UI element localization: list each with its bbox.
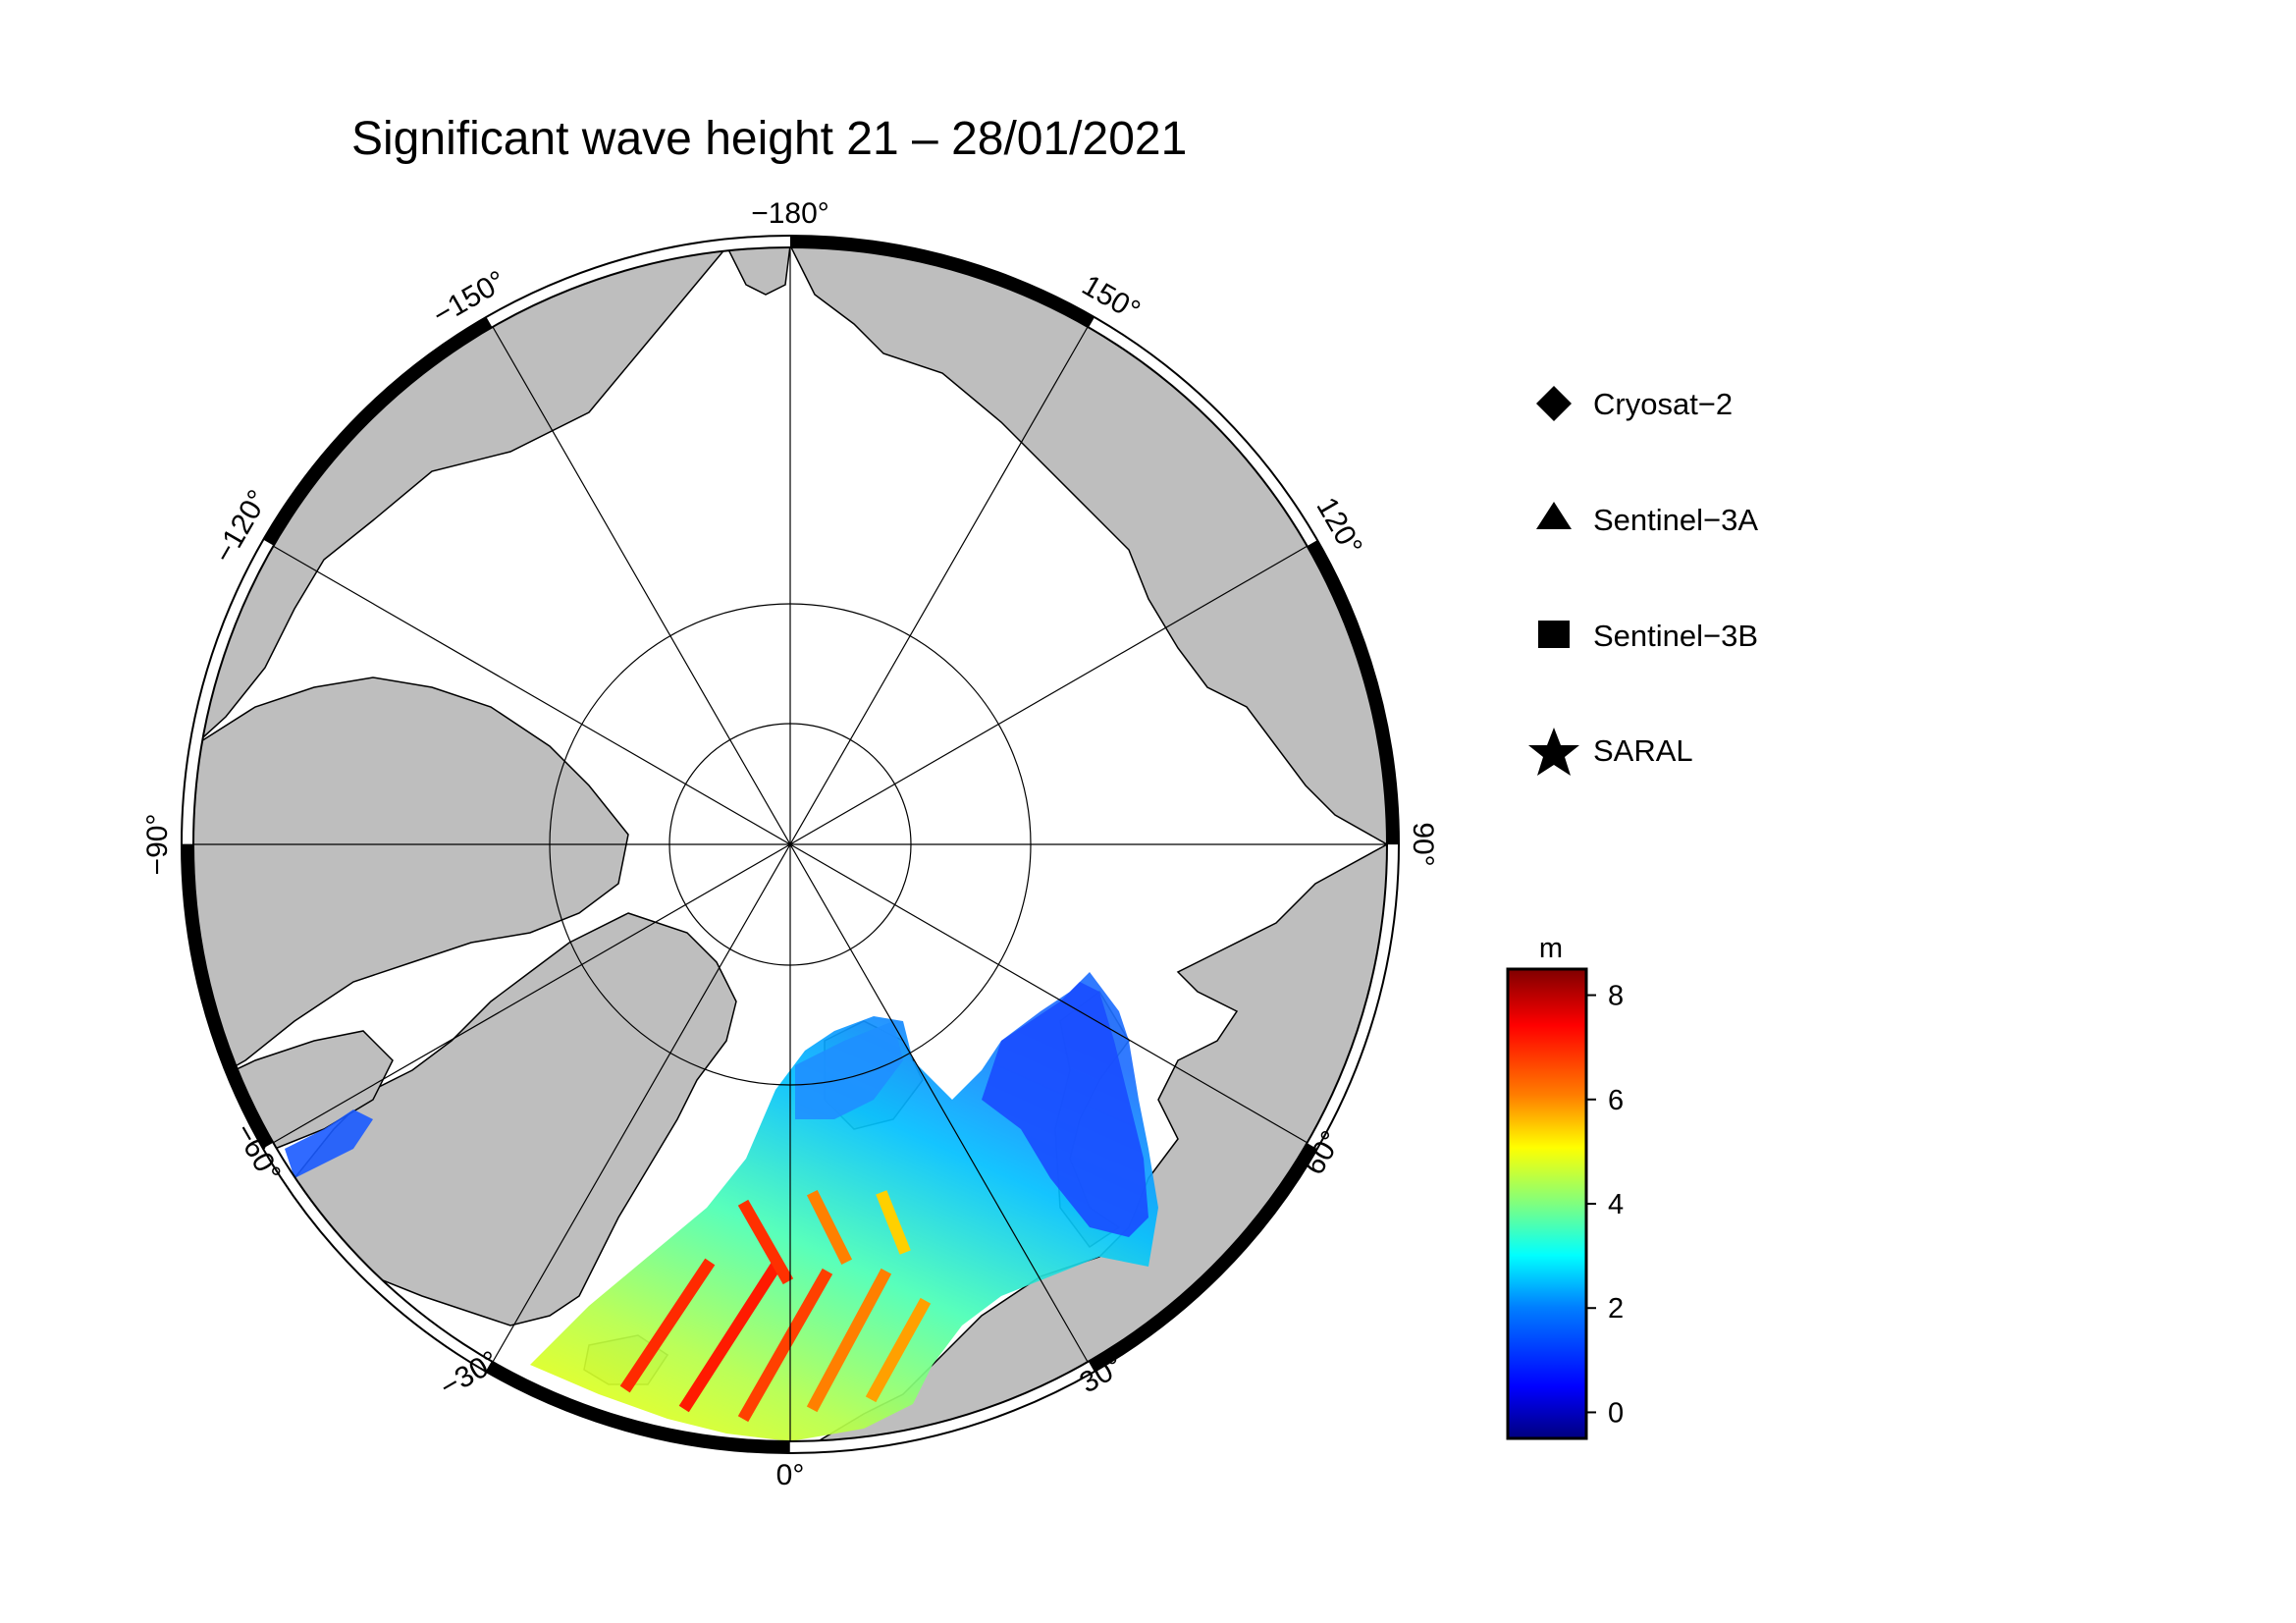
legend-label-sentinel-3a: Sentinel−3A [1593, 503, 1758, 537]
colorbar-gradient [1506, 967, 1588, 1440]
triangle-icon [1536, 502, 1572, 529]
colorbar-unit-label: m [1539, 933, 1563, 964]
map-title: Significant wave height 21 – 28/01/2021 [351, 113, 1187, 165]
satellite-legend: Cryosat−2 Sentinel−3A Sentinel−3B SARAL [1528, 386, 1758, 776]
land-canadian-archipelago [193, 676, 629, 1092]
lon-label-m150: −150° [428, 265, 511, 332]
wave-height-tracks [285, 972, 1158, 1441]
land-far-east-tip [724, 247, 791, 296]
meridian-150 [492, 326, 1089, 1363]
map-frame [181, 235, 1400, 1454]
square-icon [1538, 621, 1570, 648]
colorbar-tick-label: 6 [1608, 1085, 1624, 1116]
colorbar-tick-label: 4 [1608, 1189, 1624, 1220]
land-greenland [294, 912, 737, 1326]
legend-label-cryosat: Cryosat−2 [1593, 387, 1733, 421]
lon-label-m120: −120° [208, 485, 275, 568]
swh-greenland-sea-low [795, 1021, 903, 1119]
lon-label-m90: −90° [141, 814, 174, 876]
swh-barents-low [982, 982, 1148, 1237]
colorbar-ticks: 0 2 4 6 8 [1586, 981, 1624, 1429]
lon-label-0: 0° [776, 1459, 805, 1491]
star-icon [1528, 728, 1579, 776]
legend-label-saral: SARAL [1593, 733, 1693, 768]
colorbar-tick-label: 8 [1608, 981, 1624, 1012]
colorbar-tick-label: 2 [1608, 1293, 1624, 1325]
diamond-icon [1536, 386, 1572, 421]
swh-high-streaks [619, 1189, 932, 1423]
colorbar-tick-label: 0 [1608, 1397, 1624, 1429]
graticule [193, 247, 1387, 1441]
lon-label-90: 90° [1407, 822, 1439, 866]
lon-label-m180: −180° [751, 197, 829, 230]
legend-label-sentinel-3b: Sentinel−3B [1593, 619, 1758, 653]
colorbar: m 0 2 4 6 8 [1506, 933, 1624, 1440]
land-north-america-east [193, 1177, 295, 1298]
polar-map [181, 235, 1400, 1454]
swh-baffin-low [285, 1109, 373, 1178]
